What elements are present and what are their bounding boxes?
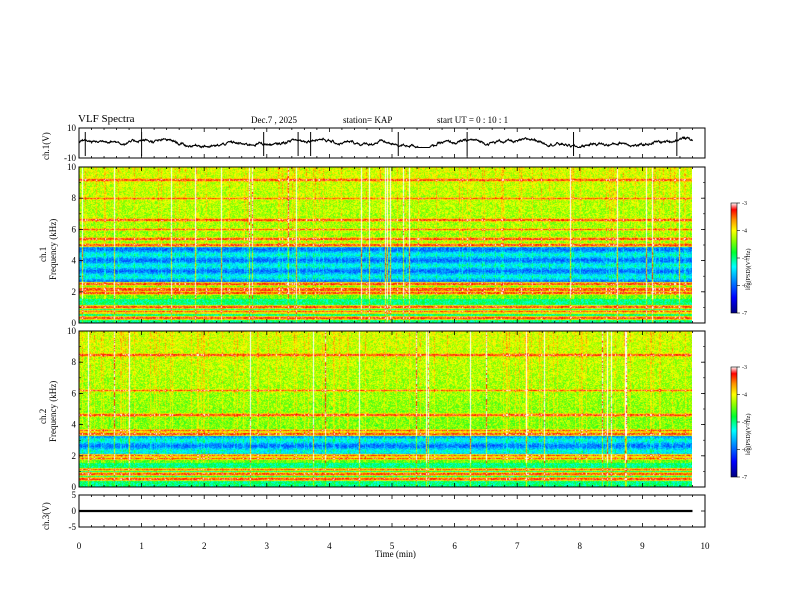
y-tick-label: 10 (67, 326, 77, 336)
y-tick-label: 0 (72, 482, 77, 492)
x-tick-label: 5 (390, 541, 395, 551)
plot-title: VLF Spectra (78, 113, 135, 125)
y-tick-label: 5 (72, 490, 77, 500)
ch2-frequency-axis-label: Frequency (kHz) (48, 380, 58, 442)
colorbar-2 (730, 366, 738, 478)
spectrogram-image-1 (79, 167, 692, 323)
x-tick-label: 9 (640, 541, 645, 551)
x-tick-label: 0 (77, 541, 82, 551)
colorbar-tick-label: -4 (742, 393, 747, 399)
x-tick-label: 3 (265, 541, 270, 551)
x-tick-label: 1 (139, 541, 144, 551)
ch1-waveform-line (79, 136, 693, 149)
colorbar2-title: log(PSD)(V²/Hz) (746, 413, 752, 455)
x-tick-label: 7 (515, 541, 520, 551)
x-tick-label: 2 (202, 541, 207, 551)
y-tick-label: 4 (72, 420, 77, 430)
station-label: station= KAP (343, 115, 393, 125)
date-label: Dec.7 , 2025 (251, 115, 297, 125)
ch3-waveform-band (79, 509, 693, 513)
y-tick-label: 6 (72, 224, 77, 234)
y-tick-label: 6 (72, 388, 77, 398)
colorbar-tick-label: -5 (742, 420, 747, 426)
y-tick-label: -10 (64, 153, 76, 163)
x-axis-label: Time (min) (375, 549, 416, 559)
colorbar-tick-label: -3 (742, 365, 747, 371)
x-tick-label: 8 (578, 541, 583, 551)
colorbar-tick-label: -7 (742, 311, 747, 317)
y-tick-label: 8 (72, 193, 77, 203)
colorbar-tick-label: -6 (742, 448, 747, 454)
ch1-channel-label: ch.1 (38, 246, 48, 262)
y-tick-label: -5 (69, 522, 77, 532)
start-ut-label: start UT = 0 : 10 : 1 (437, 115, 509, 125)
colorbar-tick-label: -5 (742, 256, 747, 262)
ch3-voltage-axis-label: ch.3(V) (41, 502, 51, 530)
colorbar-tick-label: -6 (742, 284, 747, 290)
colorbar1-title: log(PSD)(V²/Hz) (746, 248, 752, 290)
x-tick-label: 4 (327, 541, 332, 551)
y-tick-label: 10 (67, 123, 77, 133)
ch2-channel-label: ch.2 (38, 408, 48, 424)
y-tick-label: 2 (72, 287, 77, 297)
x-tick-label: 6 (452, 541, 457, 551)
y-tick-label: 2 (72, 451, 77, 461)
y-tick-label: 0 (72, 318, 77, 328)
y-tick-label: 10 (67, 162, 77, 172)
colorbar-1 (730, 202, 738, 314)
y-tick-label: 0 (72, 506, 77, 516)
colorbar-tick-label: -4 (742, 229, 747, 235)
ch1-voltage-axis-label: ch.1(V) (41, 132, 51, 160)
ch1-frequency-axis-label: Frequency (kHz) (48, 218, 58, 280)
y-tick-label: 8 (72, 357, 77, 367)
x-tick-label: 10 (701, 541, 711, 551)
spectrogram-image-2 (79, 331, 692, 487)
colorbar-tick-label: -7 (742, 475, 747, 481)
colorbar-tick-label: -3 (742, 201, 747, 207)
y-tick-label: 4 (72, 256, 77, 266)
